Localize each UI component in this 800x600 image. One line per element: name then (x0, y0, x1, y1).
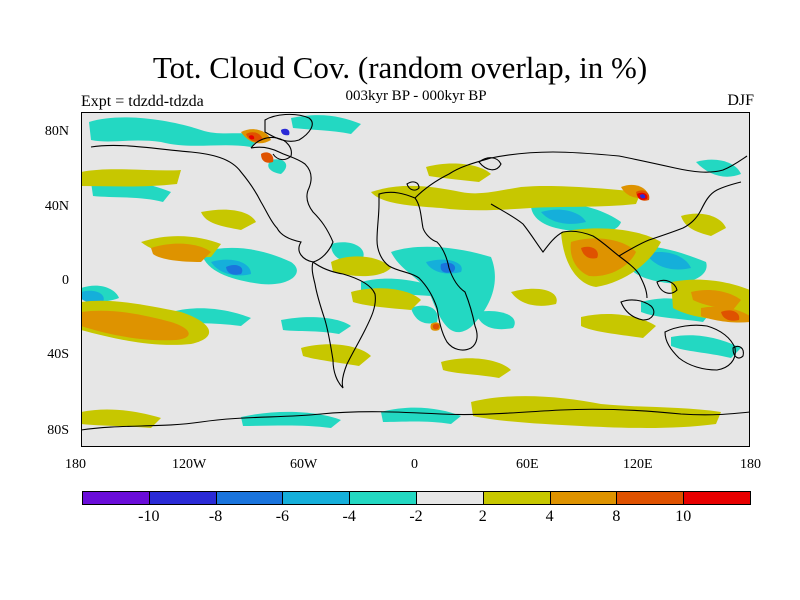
lon-tick-120e: 120E (623, 457, 653, 472)
colorbar-label-6: 4 (545, 508, 554, 525)
lon-tick-60e: 60E (516, 457, 539, 472)
colorbar (82, 491, 751, 505)
colorbar-label-1: -8 (208, 508, 223, 525)
experiment-label: Expt = tdzdd-tdzda (81, 93, 204, 110)
map-background (81, 112, 750, 447)
lon-tick-120w: 120W (172, 457, 207, 472)
lon-tick-0: 0 (411, 457, 418, 472)
chart-title: Tot. Cloud Cov. (random overlap, in %) (152, 50, 648, 85)
colorbar-label-7: 8 (612, 508, 621, 525)
lat-tick-eq: 0 (62, 273, 69, 288)
lat-tick-80n: 80N (44, 124, 69, 139)
positive-patches (81, 163, 750, 428)
colorbar-swatch-1 (148, 491, 217, 505)
lat-tick-80s: 80S (47, 423, 69, 438)
colorbar-label-3: -4 (342, 508, 356, 525)
colorbar-swatch-7 (549, 491, 618, 505)
colorbar-swatch-3 (282, 491, 351, 505)
chart-subtitle: 003kyr BP - 000kyr BP (345, 88, 487, 104)
colorbar-label-4: -2 (409, 508, 423, 525)
lat-tick-40s: 40S (47, 347, 69, 362)
colorbar-label-0: -10 (138, 508, 160, 525)
colorbar-label-2: -6 (275, 508, 290, 525)
colorbar-swatch-5 (416, 491, 484, 505)
lon-tick-60w: 60W (290, 457, 318, 472)
lat-tick-40n: 40N (44, 199, 69, 214)
anomaly-patches (81, 115, 750, 428)
colorbar-label-5: 2 (478, 508, 487, 525)
colorbar-label-8: 10 (675, 508, 692, 525)
colorbar-swatch-9 (683, 491, 751, 505)
colorbar-swatch-2 (215, 491, 284, 505)
season-label: DJF (727, 92, 754, 109)
lon-tick-180e: 180 (740, 457, 761, 472)
colorbar-swatch-8 (616, 491, 685, 505)
colorbar-swatch-0 (82, 491, 150, 505)
extreme-patches (249, 128, 648, 200)
map-border (81, 112, 750, 447)
map-panel (81, 112, 750, 447)
lon-tick-180w: 180 (65, 457, 86, 472)
deep-negative-patches (226, 262, 456, 275)
colorbar-swatch-6 (482, 491, 551, 505)
coastlines (81, 113, 750, 431)
colorbar-swatch-4 (349, 491, 417, 505)
